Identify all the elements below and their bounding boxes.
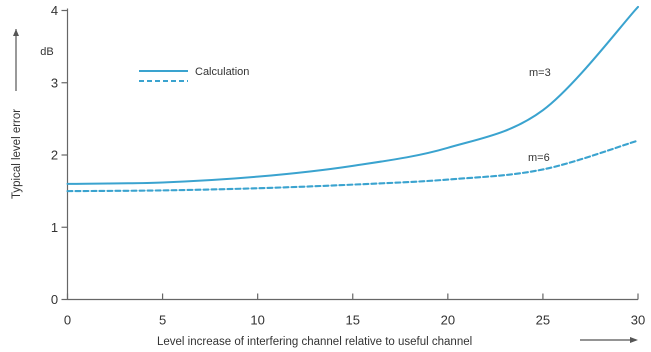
y-tick-label-0: 0 <box>51 292 58 307</box>
legend-label-calculation: Calculation <box>195 66 249 78</box>
x-tick-label-2: 10 <box>250 313 264 328</box>
x-tick-label-3: 15 <box>346 313 360 328</box>
x-tick-label-5: 25 <box>536 313 550 328</box>
x-axis-arrow-head <box>630 337 638 343</box>
y-tick-label-1: 1 <box>51 220 58 235</box>
y-axis-label: Typical level error <box>11 109 23 199</box>
y-tick-label-3: 3 <box>51 75 58 90</box>
y-tick-label-2: 2 <box>51 148 58 163</box>
labels-layer: dB Typical level error Level increase of i… <box>11 29 638 348</box>
series-layer <box>66 5 640 193</box>
series-label-m=6: m=6 <box>528 152 550 164</box>
series-label-m=3: m=3 <box>529 67 551 79</box>
x-tick-label-1: 5 <box>159 313 166 328</box>
y-tick-label-4: 4 <box>51 3 58 18</box>
x-tick-label-4: 20 <box>441 313 455 328</box>
axes-layer: 0 5 10 15 20 25 30 0 1 2 3 4 <box>51 3 645 328</box>
x-tick-label-0: 0 <box>64 313 71 328</box>
y-axis-label-group: Typical level error <box>11 29 23 199</box>
series-line-m=6 <box>66 139 640 193</box>
x-tick-label-6: 30 <box>631 313 645 328</box>
y-axis-arrow-head <box>13 29 19 36</box>
x-axis-label: Level increase of interfering channel re… <box>157 336 472 348</box>
y-unit-label: dB <box>40 46 53 58</box>
legend-layer: Calculation <box>139 66 249 82</box>
series-line-m=3 <box>66 5 639 185</box>
